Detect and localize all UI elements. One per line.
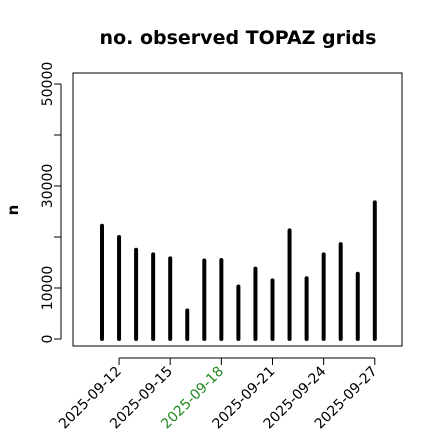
x-axis: 2025-09-122025-09-152025-09-182025-09-21…	[56, 357, 381, 432]
y-axis: 0 10000 30000 50000	[40, 62, 62, 344]
chart-title: no. observed TOPAZ grids	[100, 27, 377, 49]
y-tick-label: 30000	[40, 164, 56, 209]
y-tick-label: 0	[40, 335, 56, 344]
y-tick-label: 10000	[40, 266, 56, 311]
bars	[100, 200, 377, 341]
y-axis-label: n	[4, 205, 22, 216]
plot-frame	[72, 72, 403, 347]
y-tick-label: 50000	[40, 62, 56, 107]
